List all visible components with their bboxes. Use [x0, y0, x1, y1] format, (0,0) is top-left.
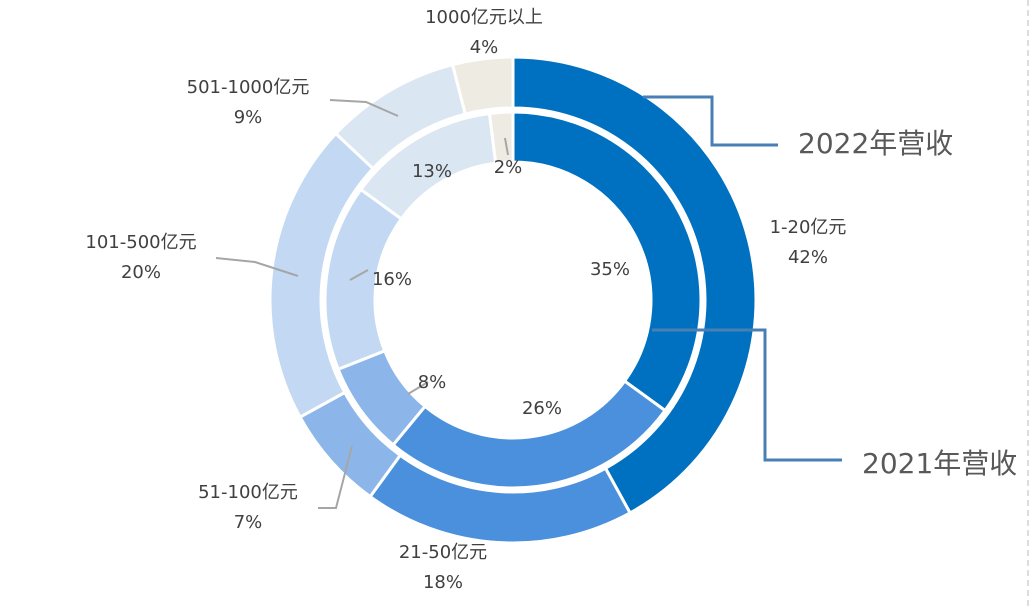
series-name: 2021年营收 [862, 447, 1017, 480]
series-name: 2022年营收 [798, 127, 953, 160]
category-label: 51-100亿元 [198, 482, 298, 503]
category-label: 501-1000亿元 [187, 77, 310, 98]
leader-line [407, 381, 429, 395]
category-label: 21-50亿元 [399, 542, 487, 563]
value-label: 18% [423, 572, 463, 593]
value-label: 8% [418, 372, 447, 393]
donut-slice [511, 110, 703, 413]
value-label: 35% [590, 259, 630, 280]
callout-line [652, 328, 842, 462]
donut-slice [511, 55, 758, 515]
value-label: 7% [234, 512, 263, 533]
value-label: 16% [372, 269, 412, 290]
value-label: 2% [494, 157, 523, 178]
value-label: 13% [412, 161, 452, 182]
leader-line [215, 257, 299, 277]
donut-slice [450, 55, 515, 116]
category-label: 101-500亿元 [85, 232, 196, 253]
leader-line [329, 99, 399, 117]
value-label: 9% [234, 107, 263, 128]
value-label: 26% [522, 398, 562, 419]
value-label: 42% [788, 247, 828, 268]
category-label: 1000亿元以上 [425, 7, 543, 28]
leader-line [318, 445, 353, 509]
value-label: 4% [470, 37, 499, 58]
leader-line [349, 269, 369, 281]
leader-line [504, 137, 509, 156]
value-label: 20% [121, 262, 161, 283]
callout-line [643, 95, 778, 147]
category-label: 1-20亿元 [770, 217, 847, 238]
